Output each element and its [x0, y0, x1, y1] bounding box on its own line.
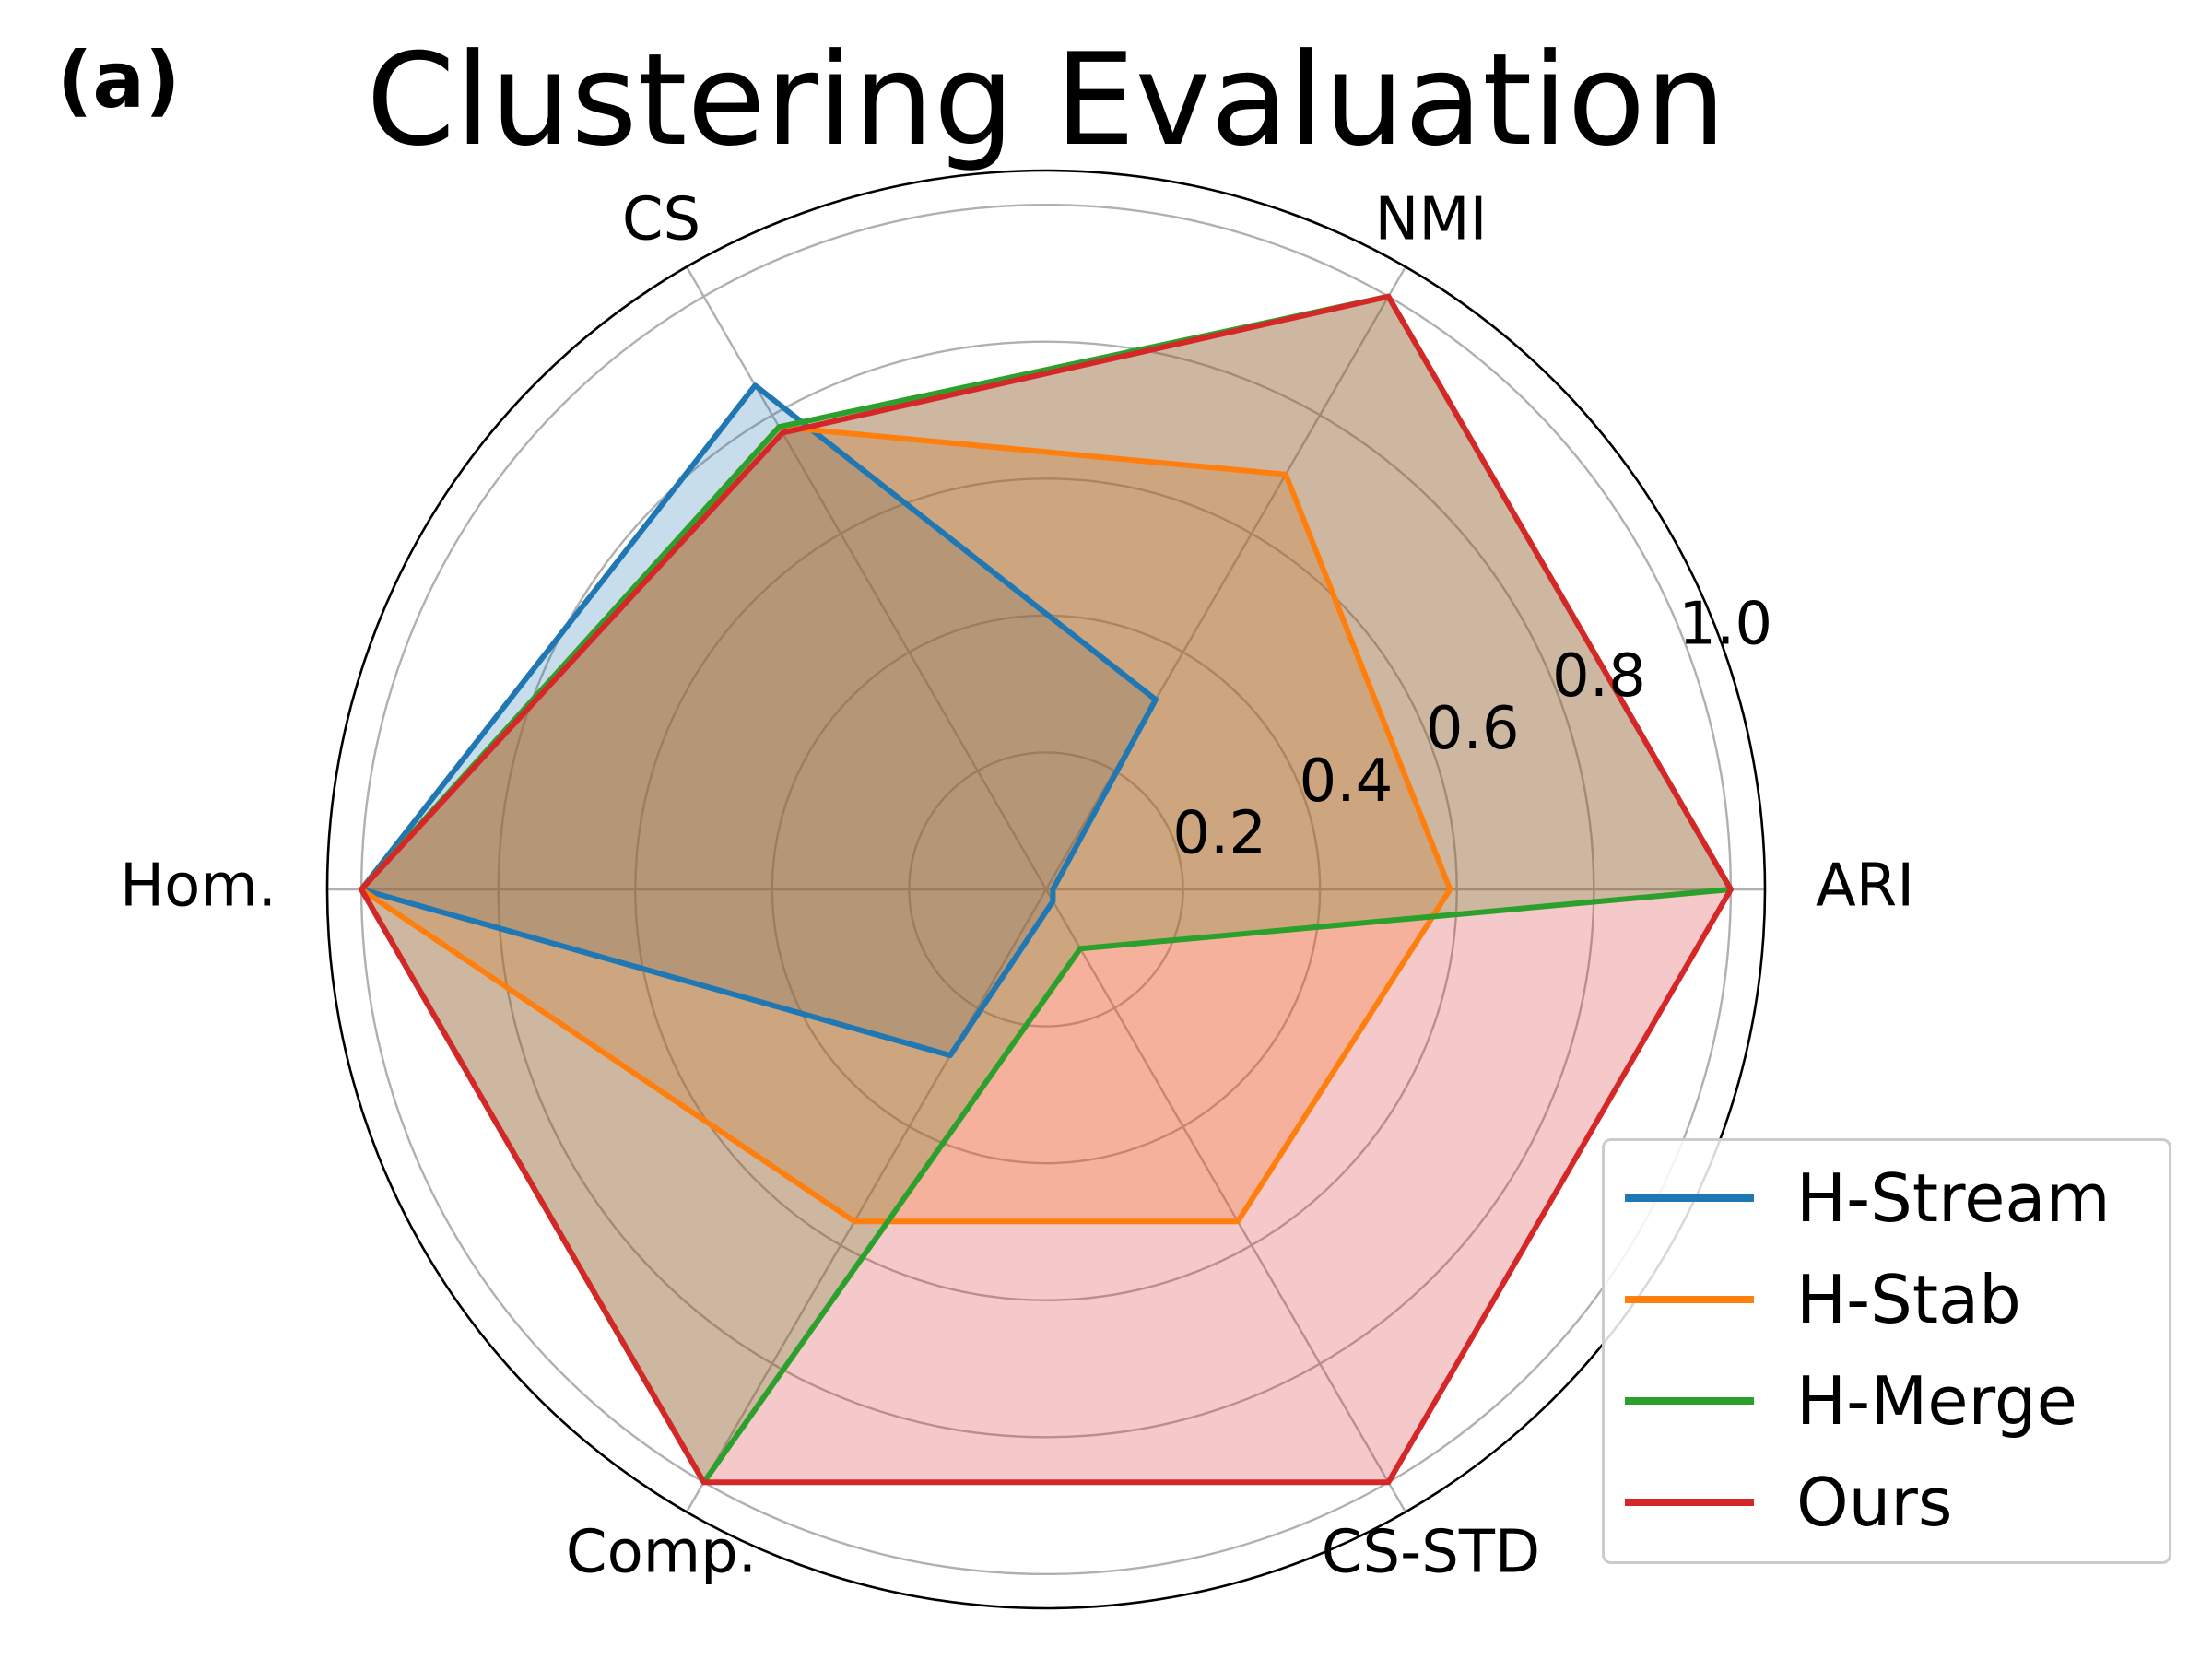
panel-label: (a): [57, 35, 181, 125]
radial-tick-label-2: 0.6: [1426, 695, 1520, 763]
legend-label: H-Stream: [1796, 1159, 2111, 1237]
radar-labels: 0.2 0.4 0.6 0.8 1.0 ARI NMI CS Hom. Comp. CS-STD: [120, 185, 1914, 1586]
grid-spoke-2: [685, 265, 1048, 890]
series-line-3: [359, 293, 1734, 1486]
legend-swatch: [1625, 1499, 1754, 1506]
radar-series: [359, 293, 1734, 1486]
radial-tick-label-4: 1.0: [1678, 590, 1772, 658]
radial-tick-label-1: 0.4: [1300, 747, 1394, 816]
legend-entry: Ours: [1625, 1464, 1953, 1541]
axis-label-4: Comp.: [566, 1519, 757, 1587]
legend-swatch: [1625, 1194, 1754, 1202]
legend-swatch: [1625, 1397, 1754, 1405]
legend-label: Ours: [1796, 1464, 1953, 1541]
series-fill-2: [361, 296, 1731, 1483]
radial-tick-label-3: 0.8: [1552, 642, 1646, 711]
grid-spoke-4: [685, 888, 1048, 1513]
chart-title: Clustering Evaluation: [366, 26, 1726, 174]
series-fill-0: [361, 385, 1156, 1056]
axis-label-2: CS: [622, 185, 700, 253]
legend: H-Stream H-Stab H-Merge Ours: [1602, 1138, 2171, 1564]
legend-entry: H-Stream: [1625, 1159, 2111, 1237]
series-fill-3: [361, 296, 1731, 1483]
radial-tick-label-0: 0.2: [1172, 800, 1266, 868]
axis-label-5: CS-STD: [1322, 1519, 1540, 1587]
legend-label: H-Stab: [1796, 1261, 2021, 1338]
legend-entry: H-Stab: [1625, 1261, 2021, 1338]
grid-spoke-5: [1044, 888, 1407, 1513]
legend-entry: H-Merge: [1625, 1362, 2077, 1440]
polar-frame: [325, 169, 1767, 1610]
series-fill-1: [361, 427, 1451, 1222]
axis-label-3: Hom.: [120, 853, 276, 921]
legend-label: H-Merge: [1796, 1362, 2077, 1440]
legend-swatch: [1625, 1296, 1754, 1303]
axis-label-1: NMI: [1375, 185, 1488, 253]
axis-label-0: ARI: [1816, 853, 1914, 921]
